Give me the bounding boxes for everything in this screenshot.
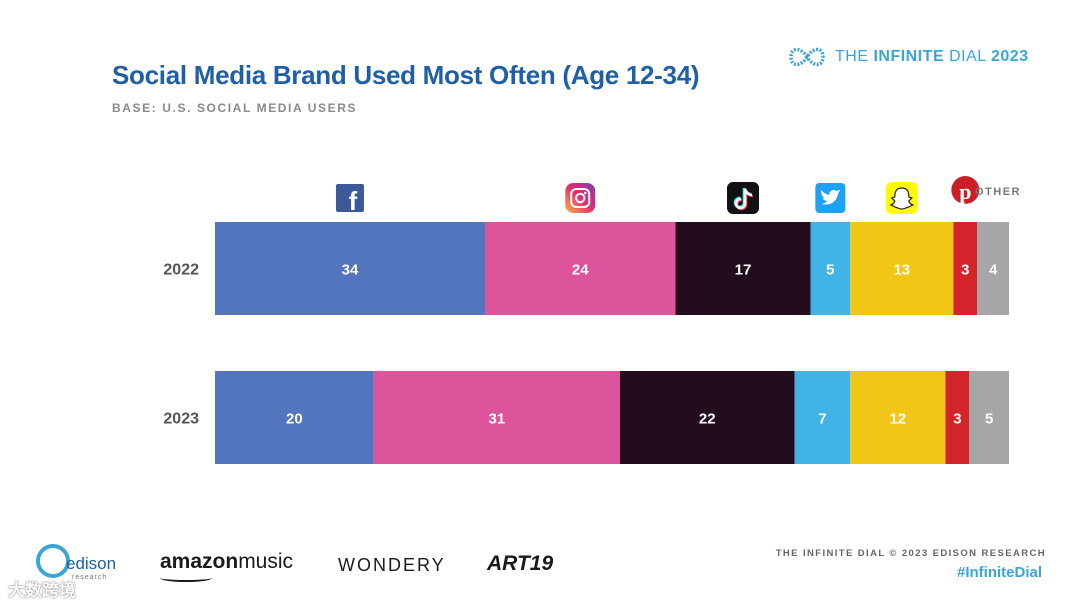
amazon-smile-icon xyxy=(160,574,212,582)
svg-text:p: p xyxy=(959,179,971,204)
bar-label-tiktok-2023: 22 xyxy=(699,411,716,428)
page-title: Social Media Brand Used Most Often (Age … xyxy=(112,60,700,90)
snapchat-icon xyxy=(885,182,918,214)
bar-twitter-2022 xyxy=(810,222,851,315)
facebook-icon: f xyxy=(335,184,364,216)
bar-facebook-2023 xyxy=(215,371,374,464)
tiktok-icon xyxy=(727,182,760,214)
footer-copyright: THE INFINITE DIAL © 2023 EDISON RESEARCH xyxy=(775,548,1046,559)
bar-label-snapchat-2022: 13 xyxy=(893,262,910,279)
bar-pinterest-2023 xyxy=(945,371,970,464)
svg-text:f: f xyxy=(349,186,358,216)
bar-tiktok-2022 xyxy=(675,222,811,315)
watermark: 大数跨境 xyxy=(8,581,76,600)
bar-instagram-2023 xyxy=(373,371,620,464)
bar-label-other-2022: 4 xyxy=(989,262,998,279)
bar-label-other-2023: 5 xyxy=(985,411,993,428)
bar-label-tiktok-2022: 17 xyxy=(735,262,752,279)
bar-pinterest-2022 xyxy=(953,222,978,315)
year-label-2023: 2023 xyxy=(163,411,199,428)
footer-hashtag[interactable]: #InfiniteDial xyxy=(956,564,1042,581)
bar-label-facebook-2022: 34 xyxy=(342,262,359,279)
bar-snapchat-2023 xyxy=(850,371,946,464)
infinity-logo-icon xyxy=(789,47,825,67)
page-subtitle: BASE: U.S. SOCIAL MEDIA USERS xyxy=(112,101,358,115)
instagram-icon xyxy=(565,183,596,213)
other-label: OTHER xyxy=(975,186,1021,198)
brand-year: 2023 xyxy=(991,48,1029,65)
twitter-icon xyxy=(815,183,846,213)
year-label-2022: 2022 xyxy=(163,262,199,279)
bar-instagram-2022 xyxy=(484,222,676,315)
edison-circle-icon xyxy=(36,544,70,578)
bar-tiktok-2023 xyxy=(619,371,795,464)
edison-logo-text: edison xyxy=(66,554,117,573)
brand-suffix: DIAL xyxy=(944,48,987,65)
infinite-dial-brand: THE INFINITE DIAL 2023 xyxy=(787,45,1029,69)
amazon-music-text: music xyxy=(238,550,294,573)
wondery-logo: WONDERY xyxy=(338,555,446,575)
bar-label-instagram-2022: 24 xyxy=(572,262,589,279)
brand-title: THE INFINITE DIAL 2023 xyxy=(835,48,1029,66)
bar-label-facebook-2023: 20 xyxy=(286,411,303,428)
brand-name: INFINITE xyxy=(873,48,945,65)
edison-logo-subtext: research xyxy=(72,574,108,581)
pinterest-icon: p xyxy=(951,176,980,204)
bar-label-twitter-2023: 7 xyxy=(818,411,826,428)
bar-other-2022 xyxy=(977,222,1009,315)
amazon-logo-text: amazon xyxy=(160,550,239,573)
bar-other-2023 xyxy=(969,371,1009,464)
bar-label-twitter-2022: 5 xyxy=(826,262,834,279)
bar-label-pinterest-2022: 3 xyxy=(961,262,969,279)
art19-logo: ART19 xyxy=(487,552,554,575)
bar-label-pinterest-2023: 3 xyxy=(953,411,961,428)
bar-facebook-2022 xyxy=(215,222,485,315)
brand-prefix: THE xyxy=(835,48,874,65)
bar-label-instagram-2023: 31 xyxy=(489,411,506,428)
bar-snapchat-2022 xyxy=(850,222,954,315)
bar-twitter-2023 xyxy=(794,371,851,464)
edison-research-logo: edison research xyxy=(32,540,132,588)
amazon-music-logo: amazonmusic xyxy=(160,550,293,574)
bar-label-snapchat-2023: 12 xyxy=(889,411,906,428)
